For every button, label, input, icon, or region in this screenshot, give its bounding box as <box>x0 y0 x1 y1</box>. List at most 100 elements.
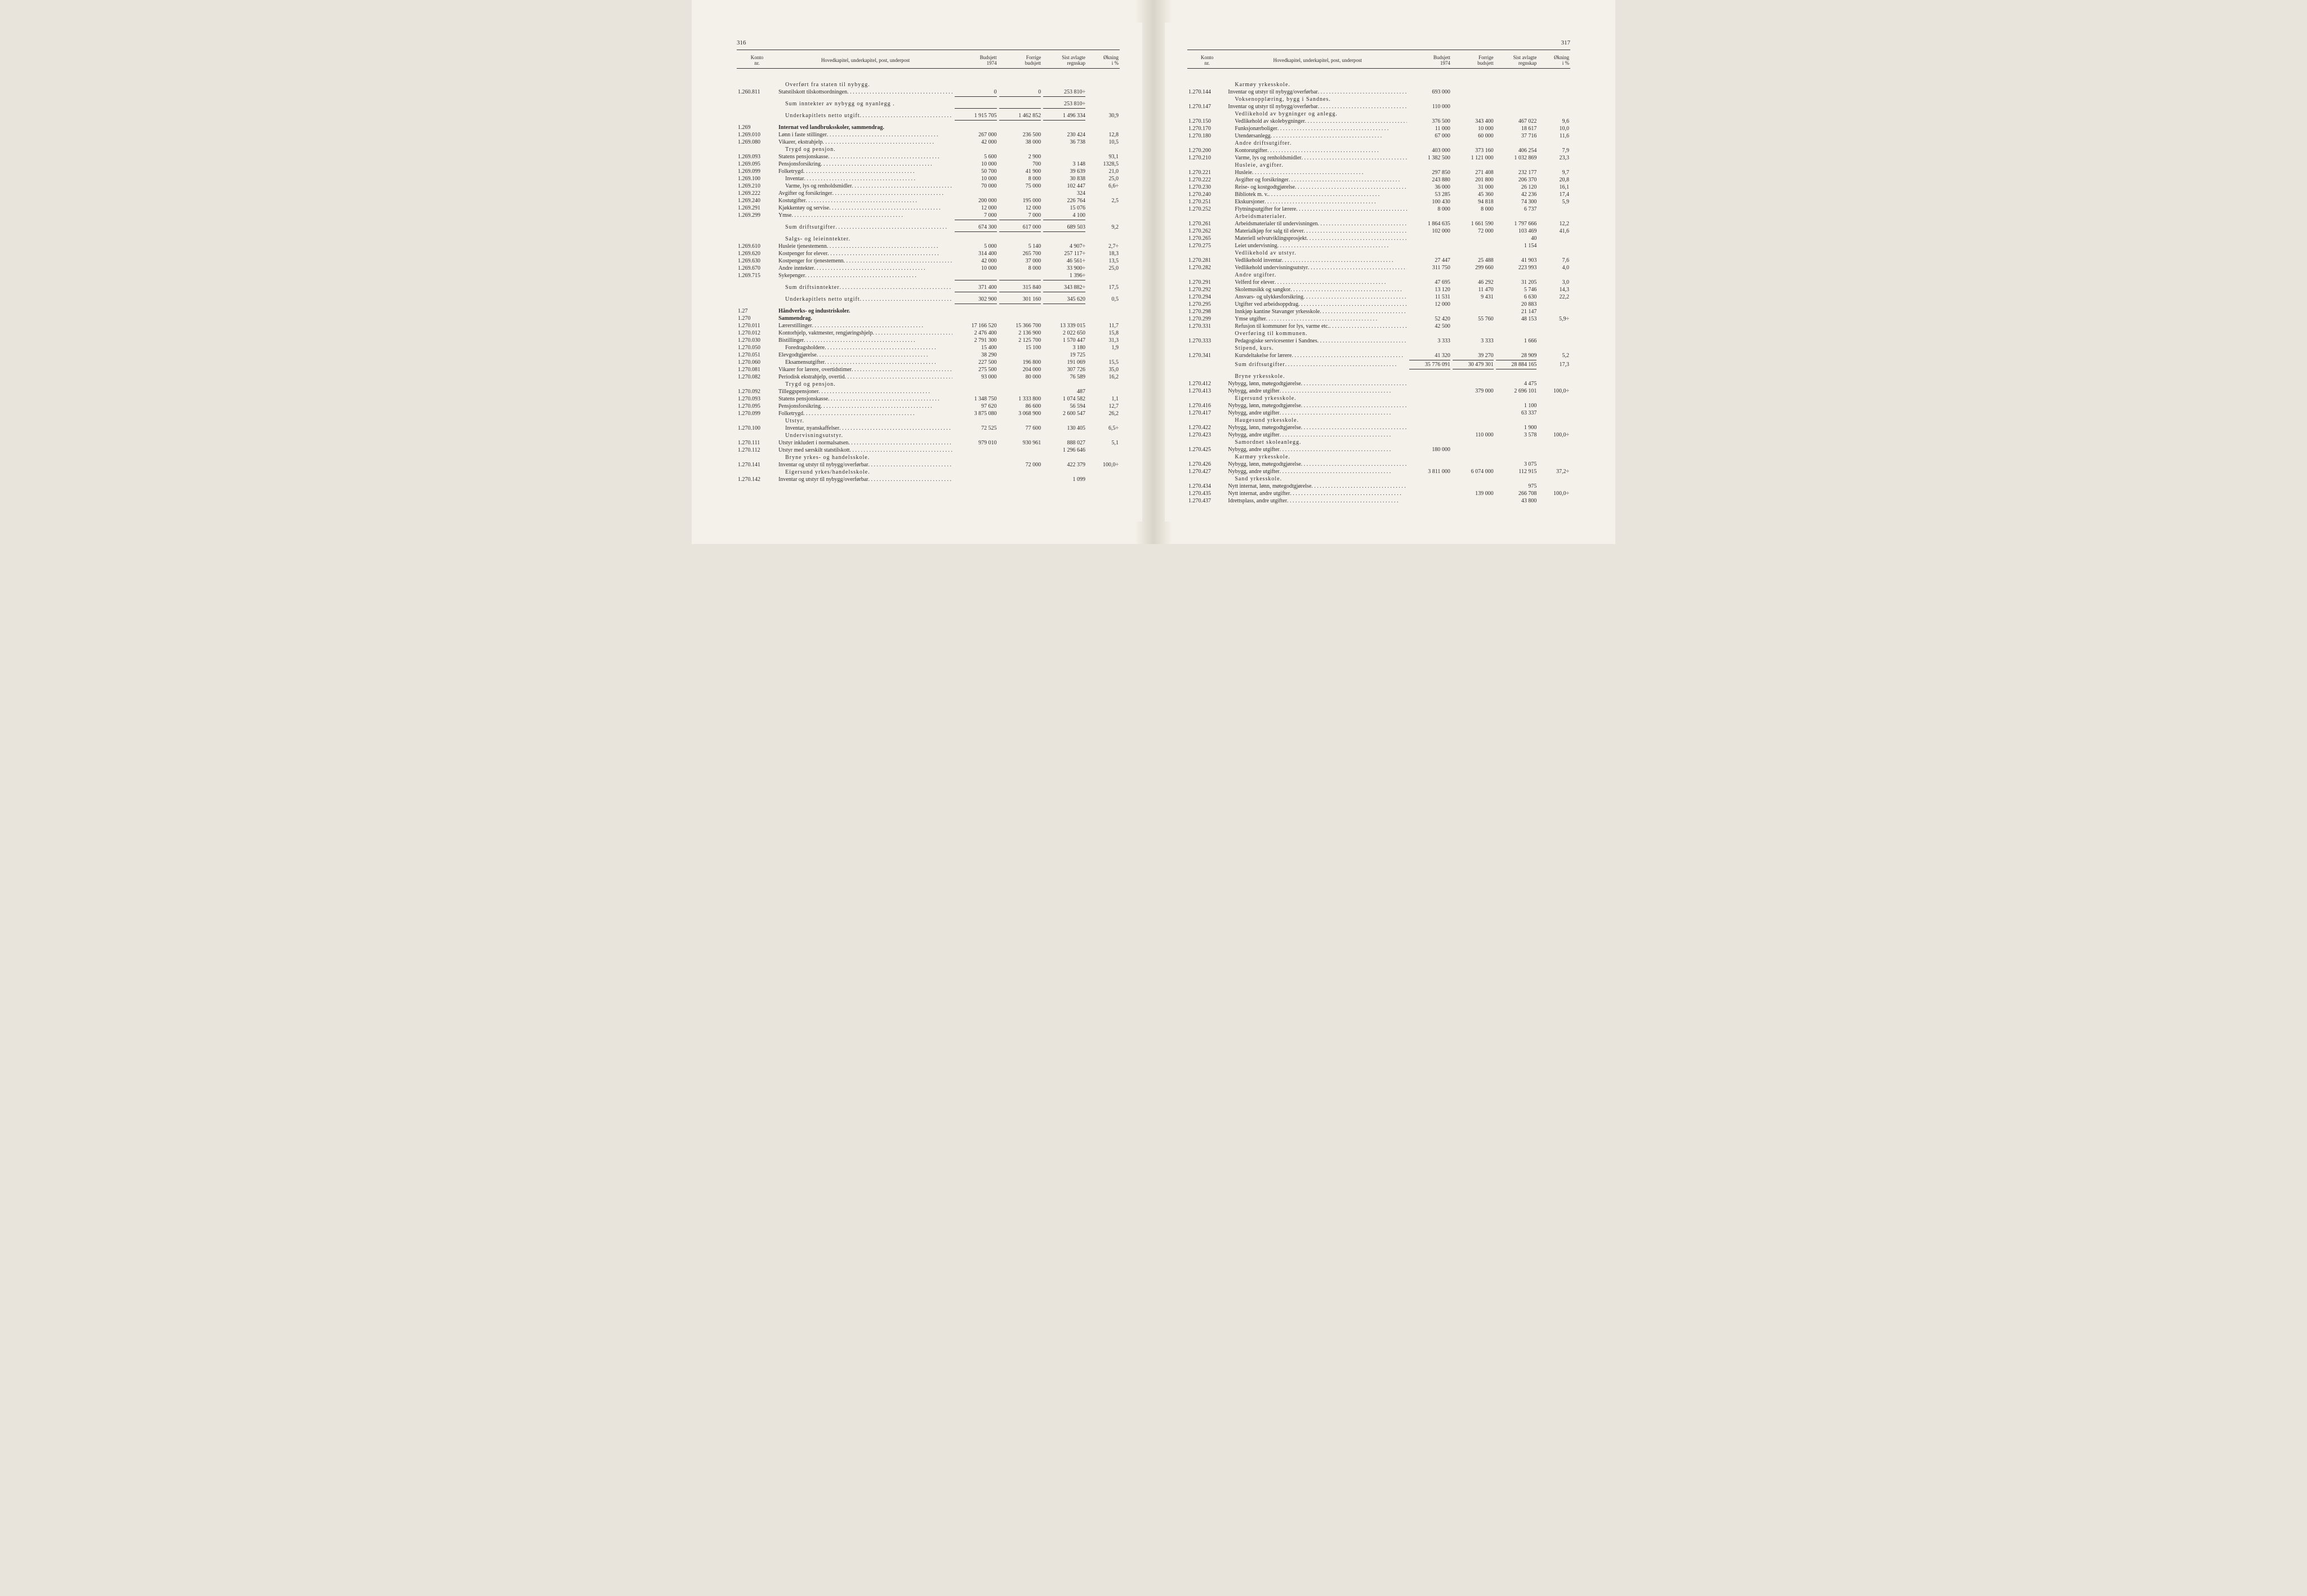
table-row: 1.270.112Utstyr med særskilt statstilsko… <box>737 447 1120 454</box>
table-row: 1.270.170Funksjonærboliger11 00010 00018… <box>1187 125 1570 132</box>
table-row: 1.270.230Reise- og kostgodtgjørelse36 00… <box>1187 184 1570 191</box>
table-row: 1.270.150Vedlikehold av skolebygninger37… <box>1187 118 1570 125</box>
table-row: Undervisningsutstyr. <box>737 432 1120 439</box>
table-row: 1.269.630Kostpenger for tjenestemenn42 0… <box>737 257 1120 265</box>
col-sist: Sist avlagteregnskap <box>1495 52 1538 68</box>
table-row: 1.270.434Nytt internat, lønn, møtegodtgj… <box>1187 483 1570 490</box>
table-row: Sum inntekter av nybygg og nyanlegg .253… <box>737 97 1120 108</box>
table-row: 1.270.295Utgifter ved arbeidsoppdrag12 0… <box>1187 301 1570 308</box>
table-row: 1.270.422Nybygg, lønn, møtegodtgjørelse1… <box>1187 424 1570 431</box>
table-row: Bryne yrkesskole. <box>1187 370 1570 380</box>
col-forrige: Forrigebudsjett <box>998 52 1043 68</box>
col-hoved: Hovedkapitel, underkapitel, post, underp… <box>1227 52 1408 68</box>
table-row: 1.270.147Inventar og utstyr til nybygg/o… <box>1187 103 1570 110</box>
table-row: 1.270.299Ymse utgifter52 42055 76048 153… <box>1187 315 1570 323</box>
table-row: Stipend, kurs. <box>1187 345 1570 352</box>
page-number: 316 <box>737 39 1120 46</box>
table-row: 1.270.423Nybygg, andre utgifter110 0003 … <box>1187 431 1570 439</box>
table-row: 1.269.240Kostutgifter200 000195 000226 7… <box>737 197 1120 204</box>
table-row: Andre utgifter. <box>1187 271 1570 279</box>
table-row: Samordnet skoleanlegg. <box>1187 439 1570 446</box>
table-row: 1.270.413Nybygg, andre utgifter379 0002 … <box>1187 387 1570 395</box>
table-row: 1.270.291Velferd for elever47 69546 2923… <box>1187 279 1570 286</box>
table-row: 1.270.240Bibliotek m. v.53 28545 36042 2… <box>1187 191 1570 198</box>
table-row: 1.270.341Kursdeltakelse for lærere41 320… <box>1187 352 1570 359</box>
table-row: 1.270.081Vikarer for lærere, overtidstim… <box>737 366 1120 373</box>
table-row: 1.270Sammendrag. <box>737 315 1120 322</box>
table-row: 1.270.426Nybygg, lønn, møtegodtgjørelse3… <box>1187 461 1570 468</box>
table-row: 1.270.262Materialkjøp for salg til eleve… <box>1187 228 1570 235</box>
table-row: 1.270.092Tilleggspensjoner487 <box>737 388 1120 395</box>
table-row: 1.270.282Vedlikehold undervisningsutstyr… <box>1187 264 1570 271</box>
table-row: Salgs- og leieinntekter. <box>737 233 1120 243</box>
table-row: 1.270.141Inventar og utstyr til nybygg/o… <box>737 461 1120 469</box>
table-row: 1.270.095Pensjonsforsikring97 62086 6005… <box>737 403 1120 410</box>
table-row: Andre driftsutgifter. <box>1187 140 1570 147</box>
table-row: 1.269.100Inventar10 0008 00030 83825,0 <box>737 175 1120 182</box>
table-row: 1.270.331Refusjon til kommuner for lys, … <box>1187 323 1570 330</box>
table-row: Trygd og pensjon. <box>737 146 1120 153</box>
table-row: 1.270.051Elevgodtgjørelse38 29019 725 <box>737 351 1120 359</box>
table-row: 1.270.060Eksamensutgifter227 500196 8001… <box>737 359 1120 366</box>
col-konto: Kontonr. <box>1187 52 1227 68</box>
table-row: Sum driftsinntekter371 400315 840343 882… <box>737 281 1120 291</box>
table-row: 1.270.100Inventar, nyanskaffelser72 5257… <box>737 425 1120 432</box>
col-forrige: Forrigebudsjett <box>1451 52 1495 68</box>
table-row: 1.270.275Leiet undervisning1 154 <box>1187 242 1570 249</box>
table-row: Trygd og pensjon. <box>737 381 1120 388</box>
table-row: 1.270.425Nybygg, andre utgifter180 000 <box>1187 446 1570 453</box>
table-row: Sum driftsutgifter674 300617 000689 5039… <box>737 221 1120 231</box>
table-row: 1.270.252Flytningsutgifter for lærere8 0… <box>1187 206 1570 213</box>
table-row: Voksenopplæring, bygg i Sandnes. <box>1187 96 1570 103</box>
table-row: 1.260.811Statstilskott tilskottsordninge… <box>737 88 1120 96</box>
left-page: 316 Kontonr.Hovedkapitel, underkapitel, … <box>714 23 1142 521</box>
table-row: Eigersund yrkes/handelsskole. <box>737 469 1120 476</box>
table-row: Eigersund yrkesskole. <box>1187 395 1570 402</box>
table-row: 1.269.210Varme, lys og renholdsmidler70 … <box>737 182 1120 190</box>
table-row: 1.270.111Utstyr inkludert i normalsatsen… <box>737 439 1120 447</box>
table-row: Vedlikehold av utstyr. <box>1187 249 1570 257</box>
table-row: 1.270.144Inventar og utstyr til nybygg/o… <box>1187 88 1570 96</box>
table-row: 1.269.222Avgifter og forsikringer324 <box>737 190 1120 197</box>
table-row: 1.269Internat ved landbruksskoler, samme… <box>737 121 1120 131</box>
table-row: 1.269.080Vikarer, ekstrahjelp42 00038 00… <box>737 139 1120 146</box>
table-row: Bryne yrkes- og handelsskole. <box>737 454 1120 461</box>
table-row: 1.269.620Kostpenger for elever314 400265… <box>737 250 1120 257</box>
table-row: Haugesund yrkesskole. <box>1187 417 1570 424</box>
table-row: Husleie, avgifter. <box>1187 162 1570 169</box>
table-row: 1.270.030Bistillinger2 791 3002 125 7001… <box>737 337 1120 344</box>
table-row: 1.270.416Nybygg, lønn, møtegodtgjørelse1… <box>1187 402 1570 409</box>
table-row: Vedlikehold av bygninger og anlegg. <box>1187 110 1570 118</box>
table-row: 1.269.715Sykepenger1 396÷ <box>737 272 1120 279</box>
table-row: 1.270.221Husleie297 850271 408232 1779,7 <box>1187 169 1570 176</box>
table-row: 1.269.610Husleie tjenestemenn5 0005 1404… <box>737 243 1120 250</box>
table-row: 1.270.333Pedagogiske servicesenter i San… <box>1187 337 1570 345</box>
budget-table-right: Kontonr.Hovedkapitel, underkapitel, post… <box>1187 52 1570 505</box>
table-row: 1.270.099Folketrygd3 875 0803 068 9002 6… <box>737 410 1120 417</box>
table-row: 1.270.294Ansvars- og ulykkesforsikring11… <box>1187 293 1570 301</box>
table-row: 1.270.437Idrettsplass, andre utgifter43 … <box>1187 497 1570 505</box>
budget-table-left: Kontonr.Hovedkapitel, underkapitel, post… <box>737 52 1120 483</box>
table-row: Arbeidsmaterialer. <box>1187 213 1570 220</box>
col-budsjett: Budsjett1974 <box>954 52 998 68</box>
table-row: Karmøy yrkesskole. <box>1187 81 1570 88</box>
table-row: 1.270.265Materiell selvutviklingsprosjek… <box>1187 235 1570 242</box>
table-row: Underkapitlets netto utgift302 900301 16… <box>737 293 1120 303</box>
right-page: 317 Kontonr.Hovedkapitel, underkapitel, … <box>1165 23 1593 521</box>
table-row: 1.270.298Innkjøp kantine Stavanger yrkes… <box>1187 308 1570 315</box>
table-row: 1.270.012Kontorhjelp, vaktmester, rengjø… <box>737 329 1120 337</box>
table-row: 1.269.299Ymse7 0007 0004 100 <box>737 212 1120 219</box>
table-row: 1.270.435Nytt internat, andre utgifter13… <box>1187 490 1570 497</box>
table-row: 1.27Håndverks- og industriskoler. <box>737 305 1120 315</box>
table-row: 1.270.251Ekskursjoner100 43094 81874 300… <box>1187 198 1570 206</box>
table-row: 1.270.082Periodisk ekstrahjelp, overtid9… <box>737 373 1120 381</box>
table-row: 1.269.010Lønn i faste stillinger 267 000… <box>737 131 1120 139</box>
table-row: Sum driftsutgifter35 776 09130 479 30128… <box>1187 361 1570 368</box>
table-row: 1.270.427Nybygg, andre utgifter3 811 000… <box>1187 468 1570 475</box>
table-row: 1.270.011Lærerstillinger17 166 52015 366… <box>737 322 1120 329</box>
table-row: 1.269.099Folketrygd50 70041 90039 63921,… <box>737 168 1120 175</box>
table-row: 1.270.200Kontorutgifter403 000373 160406… <box>1187 147 1570 154</box>
col-budsjett: Budsjett1974 <box>1408 52 1451 68</box>
table-row: 1.269.291Kjøkkentøy og servise12 00012 0… <box>737 204 1120 212</box>
col-konto: Kontonr. <box>737 52 777 68</box>
